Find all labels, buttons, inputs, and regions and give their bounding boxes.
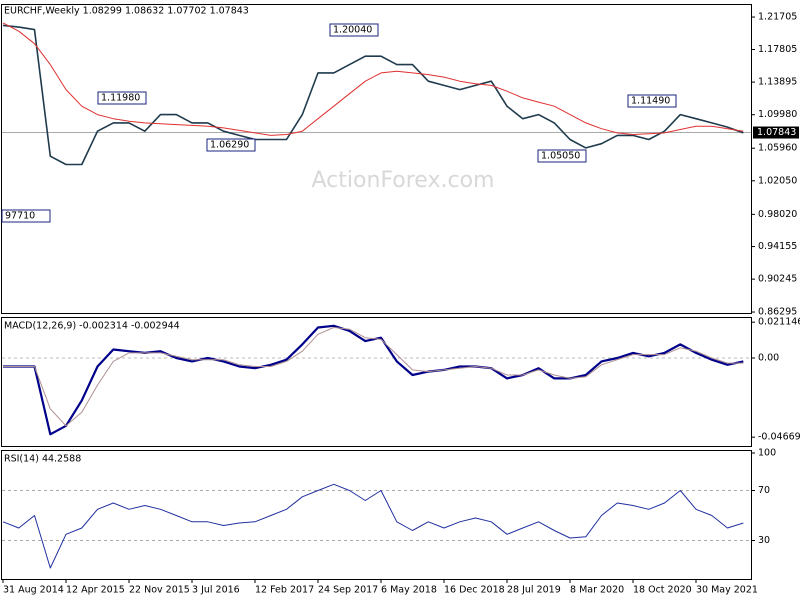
x-tick-label: 6 May 2018 (381, 585, 437, 596)
y-tick-label: 30 (758, 535, 770, 546)
x-tick-label: 31 Aug 2014 (3, 585, 64, 596)
y-tick-label: 1.21705 (758, 12, 797, 23)
x-tick-label: 22 Nov 2015 (129, 585, 190, 596)
annotation-box (627, 94, 677, 108)
macd-title: MACD(12,26,9) -0.002314 -0.002944 (4, 321, 180, 332)
y-tick-label: 0.00 (758, 353, 779, 364)
y-tick-label: 70 (758, 485, 770, 496)
x-tick-label: 18 Oct 2020 (633, 585, 692, 596)
last-price-box (753, 126, 799, 139)
annotation: 1.06290 (210, 140, 249, 151)
annotation: 1.05050 (541, 151, 580, 162)
y-tick-label: 0.98020 (758, 209, 797, 220)
y-tick-label: 1.17805 (758, 44, 797, 55)
last-price-label: 1.07843 (757, 127, 796, 138)
x-tick-label: 3 Jul 2016 (192, 585, 240, 596)
series-line (3, 327, 744, 427)
annotation: 97710 (5, 211, 35, 222)
annotation-box (97, 91, 147, 105)
y-tick-label: 0.021146 (758, 317, 800, 328)
series-line (2, 483, 744, 569)
annotation-box (537, 149, 587, 163)
x-tick-label: 24 Sep 2017 (318, 585, 378, 596)
y-tick-label: -0.046699 (758, 432, 800, 443)
rsi-title: RSI(14) 44.2588 (4, 454, 81, 465)
series-line (2, 22, 744, 136)
x-tick-label: 16 Dec 2018 (444, 585, 505, 596)
x-tick-label: 12 Apr 2015 (66, 585, 125, 596)
y-tick-label: 1.05960 (758, 143, 797, 154)
x-tick-label: 12 Feb 2017 (255, 585, 314, 596)
series-line (2, 24, 744, 166)
rsi-panel (1, 450, 752, 580)
y-tick-label: 1.13895 (758, 77, 797, 88)
annotation: 1.11490 (631, 96, 670, 107)
annotation-box (206, 138, 256, 152)
x-tick-label: 28 Jul 2019 (507, 585, 561, 596)
annotation: 1.11980 (101, 93, 140, 104)
annotation-box (329, 23, 379, 37)
x-tick-label: 8 Mar 2020 (570, 585, 624, 596)
series-line (3, 324, 744, 436)
y-tick-label: 1.02050 (758, 175, 797, 186)
watermark: ActionForex.com (312, 168, 495, 193)
y-tick-label: 100 (758, 448, 776, 459)
y-tick-label: 0.86295 (758, 307, 797, 318)
chart-title: EURCHF,Weekly 1.08299 1.08632 1.07702 1.… (4, 6, 249, 17)
y-tick-label: 1.09980 (758, 109, 797, 120)
y-tick-label: 0.94155 (758, 241, 797, 252)
macd-panel (1, 317, 752, 447)
annotation-box (1, 209, 51, 223)
y-tick-label: 0.90245 (758, 274, 797, 285)
annotation: 1.20040 (333, 25, 372, 36)
price-panel (1, 4, 752, 314)
x-tick-label: 30 May 2021 (696, 585, 758, 596)
